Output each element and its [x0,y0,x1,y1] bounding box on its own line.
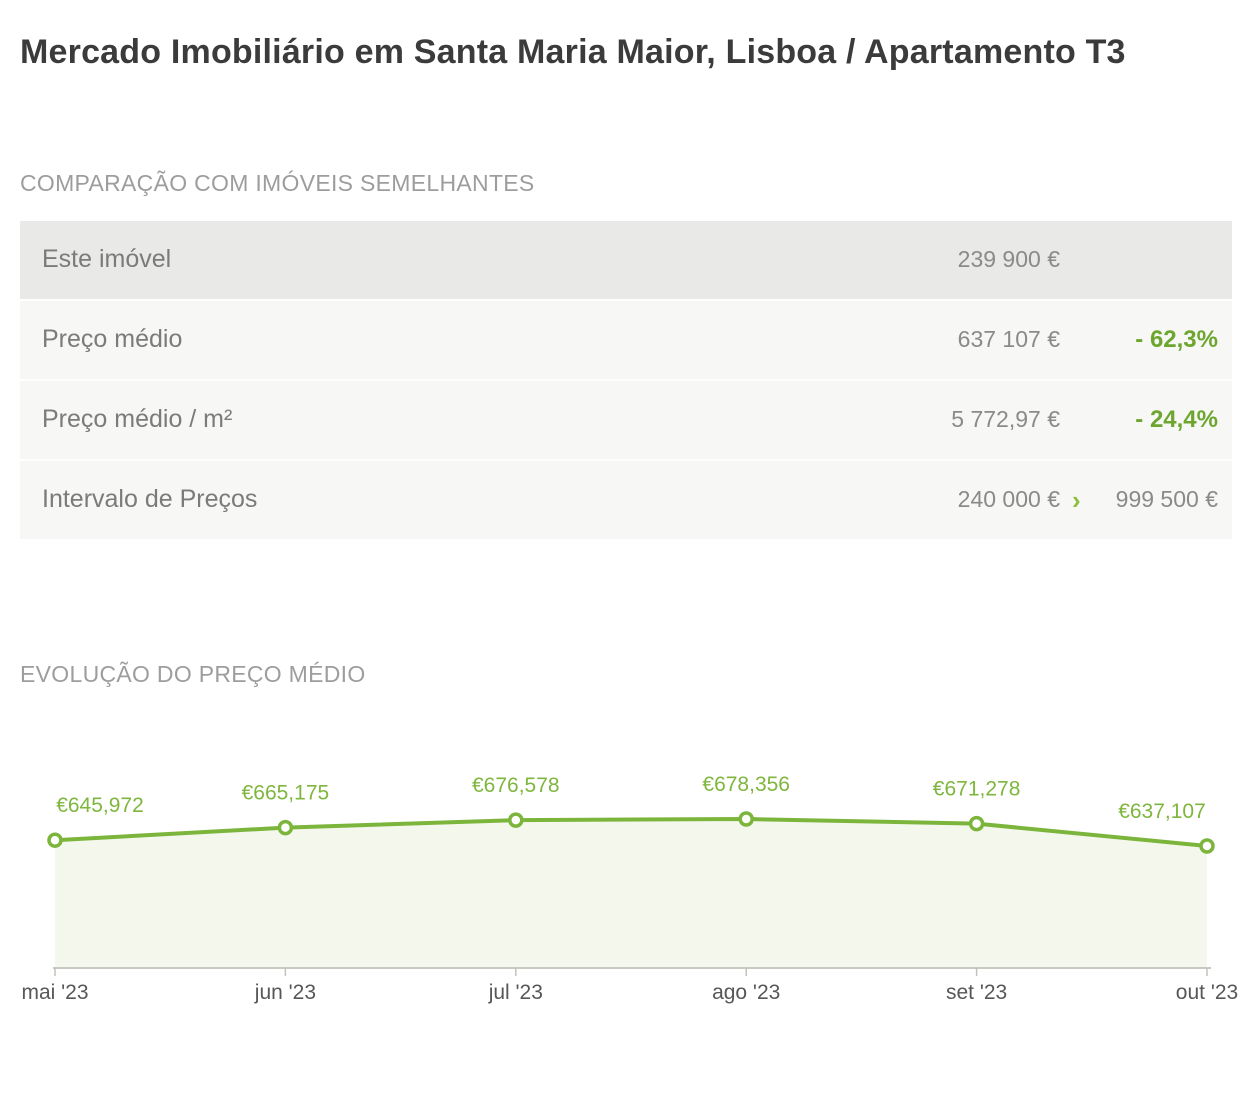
x-axis-label: out '23 [1176,981,1238,1004]
x-axis-label: jun '23 [254,981,316,1004]
data-point-marker [968,815,985,832]
range-from-value: 240 000 € [957,486,1060,513]
market-report-page: Mercado Imobiliário em Santa Maria Maior… [0,30,1250,1018]
chart-area-fill [55,818,1207,968]
data-point-label: €671,278 [933,778,1021,801]
chart-line [53,816,1209,848]
comparison-section-heading: COMPARAÇÃO COM IMÓVEIS SEMELHANTES [20,169,535,196]
row-extra: - 24,4% [1060,406,1218,434]
data-point-label: €665,175 [242,782,330,805]
price-evolution-chart: €645,972 mai '23 €665,175 jun '23 €676,578 ju… [0,708,1250,1018]
row-extra: › 999 500 € [1060,486,1218,513]
data-point-marker [508,812,524,828]
evolution-section-heading: EVOLUÇÃO DO PREÇO MÉDIO [20,660,366,687]
x-axis-label: set '23 [946,981,1007,1004]
comparison-table: Este imóvel 239 900 € Preço médio 637 10… [20,220,1232,539]
row-label: Este imóvel [42,245,172,274]
row-value: 637 107 € [957,326,1060,353]
row-label: Preço médio [42,325,183,354]
chevron-right-icon: › [1072,484,1081,515]
data-point-marker [277,819,294,836]
page-title: Mercado Imobiliário em Santa Maria Maior… [20,33,1126,71]
row-label: Intervalo de Preços [42,485,258,514]
data-point-marker [47,832,63,848]
x-axis-label: jul '23 [488,981,543,1004]
x-axis-label: ago '23 [712,981,780,1004]
table-row-this-property: Este imóvel 239 900 € [20,220,1232,299]
x-axis-label: mai '23 [21,981,88,1004]
table-row-average-price: Preço médio 637 107 € - 62,3% [20,298,1232,379]
row-value: 5 772,97 € [951,406,1060,433]
data-point-marker [738,811,754,827]
row-extra: - 62,3% [1060,326,1218,354]
data-point-label: €637,107 [1118,800,1206,823]
data-point-label: €645,972 [56,794,144,817]
table-row-average-price-sqm: Preço médio / m² 5 772,97 € - 24,4% [20,378,1232,459]
price-evolution-chart-canvas: €645,972 mai '23 €665,175 jun '23 €676,578 ju… [21,773,1238,1004]
percent-difference-badge: - 62,3% [1135,325,1218,353]
data-point-label: €678,356 [702,773,790,796]
data-point-marker [1199,838,1215,854]
data-point-label: €676,578 [472,774,560,797]
percent-difference-badge: - 24,4% [1135,405,1218,433]
row-label: Preço médio / m² [42,405,233,434]
row-value: 239 900 € [957,246,1060,273]
table-row-price-range: Intervalo de Preços 240 000 € › 999 500 … [20,458,1232,539]
range-to-value: 999 500 € [1115,486,1218,513]
